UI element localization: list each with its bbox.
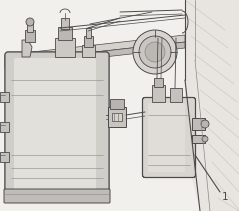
Polygon shape <box>185 0 239 211</box>
FancyBboxPatch shape <box>14 58 96 192</box>
Polygon shape <box>5 42 185 68</box>
Polygon shape <box>192 118 205 130</box>
Polygon shape <box>5 35 185 62</box>
Circle shape <box>26 18 34 26</box>
Polygon shape <box>86 28 91 38</box>
Bar <box>0 122 9 132</box>
FancyBboxPatch shape <box>5 52 109 198</box>
Circle shape <box>133 30 177 74</box>
Circle shape <box>139 36 171 68</box>
Bar <box>112 113 122 121</box>
Polygon shape <box>82 45 95 57</box>
Polygon shape <box>22 40 32 57</box>
Bar <box>0 92 9 102</box>
Polygon shape <box>192 135 205 143</box>
FancyBboxPatch shape <box>4 189 110 203</box>
Polygon shape <box>110 99 124 109</box>
Polygon shape <box>58 27 72 40</box>
Polygon shape <box>55 38 75 57</box>
Circle shape <box>145 42 165 62</box>
FancyBboxPatch shape <box>5 52 109 198</box>
FancyBboxPatch shape <box>148 103 185 172</box>
Polygon shape <box>84 36 93 47</box>
Circle shape <box>201 120 209 128</box>
Polygon shape <box>154 78 163 87</box>
Circle shape <box>202 136 208 142</box>
Polygon shape <box>170 88 182 102</box>
Polygon shape <box>27 22 33 32</box>
Polygon shape <box>25 30 35 42</box>
Polygon shape <box>152 85 165 102</box>
Text: 1: 1 <box>222 192 229 202</box>
FancyBboxPatch shape <box>142 97 196 177</box>
Polygon shape <box>108 107 126 127</box>
Polygon shape <box>61 18 69 29</box>
Bar <box>0 152 9 162</box>
